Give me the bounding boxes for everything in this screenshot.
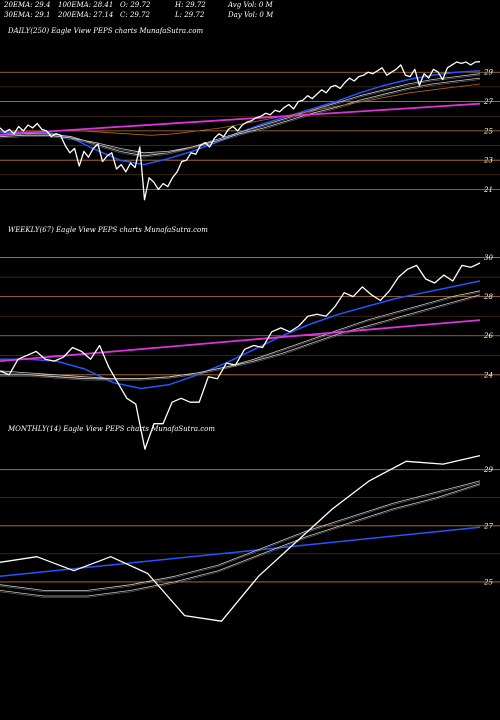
header-day-vol: Day Vol: 0 M: [228, 11, 274, 19]
weekly-ma-line-2: [0, 290, 481, 380]
daily-ma-line-3: [0, 77, 481, 154]
monthly-y-tick-label: 29: [483, 466, 493, 474]
daily-ma-line-5: [0, 102, 481, 136]
daily-ma-line-2: [0, 73, 481, 157]
weekly-ma-line-2-shadow: [0, 291, 481, 381]
monthly-ma-line-3-shadow: [0, 484, 481, 598]
daily-y-tick-label: 27: [483, 98, 493, 106]
daily-ma-line-3-shadow: [0, 79, 481, 155]
header-ema200: 200EMA: 27.14: [58, 11, 114, 19]
weekly-y-tick-label: 24: [483, 371, 493, 379]
daily-price-line: [0, 61, 481, 201]
daily-ma-line-4: [9, 83, 481, 136]
daily-panel-label: DAILY(250) Eagle View PEPS charts Munafa…: [8, 27, 204, 35]
monthly-ma-line-1: [0, 526, 481, 578]
header-open: O: 29.72: [120, 1, 151, 9]
daily-y-tick-label: 29: [483, 69, 493, 77]
header-avg-vol: Avg Vol: 0 M: [228, 1, 273, 9]
weekly-y-tick-label: 28: [483, 293, 493, 301]
monthly-panel-label: MONTHLY(14) Eagle View PEPS charts Munaf…: [8, 425, 216, 433]
header-low: L: 29.72: [175, 11, 205, 19]
monthly-y-tick-label: 27: [483, 522, 493, 530]
weekly-ma-line-3-shadow: [0, 295, 481, 381]
weekly-panel-label: WEEKLY(67) Eagle View PEPS charts Munafa…: [8, 226, 208, 234]
weekly-y-tick-label: 26: [483, 332, 493, 340]
monthly-price-line: [0, 454, 481, 622]
header-high: H: 29.72: [175, 1, 206, 9]
weekly-price-line: [0, 262, 481, 450]
weekly-ma-line-4: [0, 319, 481, 362]
header-ema30: 30EMA: 29.1: [4, 11, 51, 19]
weekly-ma-line-1: [0, 280, 481, 390]
header-close: C: 29.72: [120, 11, 150, 19]
monthly-y-tick-label: 25: [483, 578, 493, 586]
daily-y-tick-label: 21: [483, 186, 493, 194]
header-ema100: 100EMA: 28.41: [58, 1, 114, 9]
monthly-ma-line-2-shadow: [0, 482, 481, 593]
weekly-ma-line-3: [0, 294, 481, 380]
monthly-ma-line-3: [0, 483, 481, 597]
weekly-y-tick-label: 30: [484, 254, 493, 262]
daily-y-tick-label: 25: [483, 127, 493, 135]
daily-y-tick-label: 23: [483, 157, 493, 165]
monthly-ma-line-2: [0, 480, 481, 591]
header-ema20: 20EMA: 29.4: [4, 1, 51, 9]
